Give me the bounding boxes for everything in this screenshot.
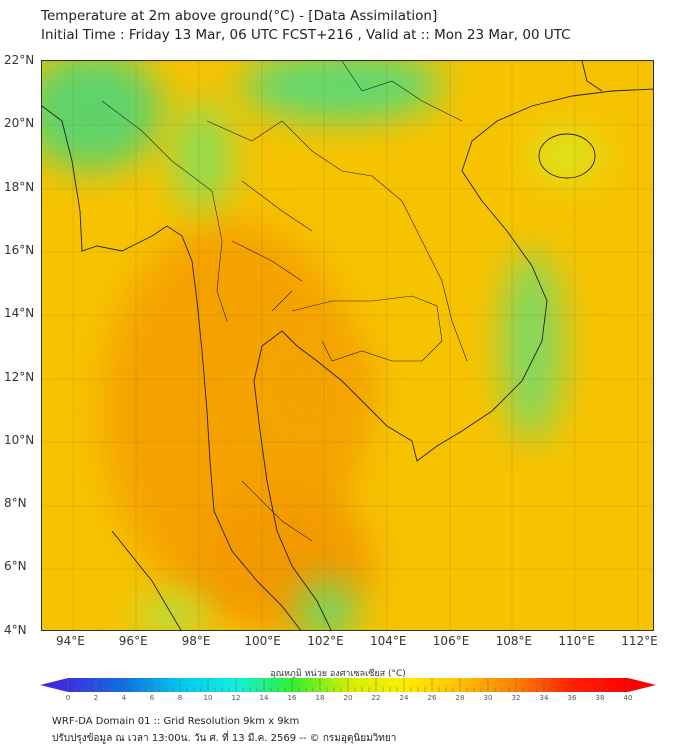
- lon-label: 110°E: [558, 634, 595, 648]
- lon-label: 94°E: [56, 634, 85, 648]
- cool-area-north: [242, 61, 442, 121]
- colorbar-tick-label: 36: [567, 694, 577, 702]
- lon-label: 96°E: [118, 634, 148, 648]
- colorbar-tick-label: 10: [203, 694, 213, 702]
- colorbar: [40, 678, 656, 692]
- lat-label: 6°N: [4, 559, 27, 574]
- lon-label: 100°E: [244, 634, 281, 648]
- hainan-island: [538, 133, 596, 179]
- colorbar-tick-label: 34: [539, 694, 549, 702]
- lon-label: 98°E: [181, 634, 211, 648]
- chart-title: Temperature at 2m above ground(°C) - [Da…: [41, 8, 438, 24]
- colorbar-min-arrow: [40, 678, 68, 692]
- colorbar-max-arrow: [628, 678, 656, 692]
- colorbar-tick-label: 30: [483, 694, 493, 702]
- lat-label: 8°N: [4, 496, 27, 511]
- colorbar-tick-label: 24: [399, 694, 409, 702]
- colorbar-tick-label: 18: [315, 694, 325, 702]
- lon-label: 108°E: [495, 634, 533, 648]
- cool-area-sumatra: [137, 596, 207, 630]
- colorbar-label: อุณหภูมิ หน่วย องศาเซลเซียส (°C): [270, 669, 406, 679]
- lat-label: 10°N: [4, 432, 35, 447]
- coastline-east: [253, 88, 653, 630]
- colorbar-tick-label: 28: [455, 694, 465, 702]
- lat-label: 4°N: [4, 622, 27, 637]
- cool-area-hainan: [532, 131, 602, 181]
- colorbar-tick-label: 26: [427, 694, 437, 702]
- colorbar-tick-label: 22: [371, 694, 381, 702]
- colorbar-tick-label: 6: [149, 694, 155, 702]
- lon-label: 102°E: [307, 634, 344, 648]
- footer-update-info: ปรับปรุงข้อมูล ณ เวลา 13:00น. วัน ศ. ที่…: [52, 733, 397, 744]
- border-china: [341, 61, 463, 122]
- footer-model-info: WRF-DA Domain 01 :: Grid Resolution 9km …: [52, 716, 300, 727]
- sumatra-coast: [111, 530, 182, 630]
- colorbar-tick-label: 16: [287, 694, 297, 702]
- colorbar-tick-label: 2: [93, 694, 99, 702]
- lon-label: 106°E: [432, 634, 470, 648]
- lat-label: 20°N: [4, 116, 35, 131]
- colorbar-tick-label: 32: [511, 694, 521, 702]
- lat-label: 12°N: [4, 369, 35, 384]
- lon-label: 104°E: [370, 634, 407, 648]
- coastline-west: [42, 105, 302, 630]
- colorbar-tick-label: 40: [623, 694, 633, 702]
- lat-label: 16°N: [4, 242, 35, 257]
- coastline-overlay: [42, 61, 653, 630]
- colorbar-tick-label: 0: [65, 694, 71, 702]
- border-myanmar-thailand: [101, 100, 228, 322]
- provincial-borders: [231, 180, 313, 542]
- chart-subtitle: Initial Time : Friday 13 Mar, 06 UTC FCS…: [41, 27, 571, 43]
- colorbar-tick-label: 8: [177, 694, 183, 702]
- border-laos: [206, 120, 468, 362]
- cool-area-myanmar: [172, 101, 232, 211]
- colorbar-tick-label: 12: [231, 694, 241, 702]
- colorbar-tick-label: 14: [259, 694, 269, 702]
- cool-area-northwest: [42, 61, 162, 171]
- colorbar-tick-label: 38: [595, 694, 605, 702]
- lat-label: 14°N: [4, 306, 35, 321]
- lon-label: 112°E: [621, 634, 658, 648]
- border-cambodia: [291, 295, 443, 362]
- colorbar-tick-label: 4: [121, 694, 127, 702]
- lat-label: 18°N: [4, 179, 35, 194]
- temperature-map: [41, 60, 654, 631]
- cool-area-vietnam: [502, 251, 562, 441]
- lat-label: 22°N: [4, 53, 35, 67]
- colorbar-tick-label: 20: [343, 694, 353, 702]
